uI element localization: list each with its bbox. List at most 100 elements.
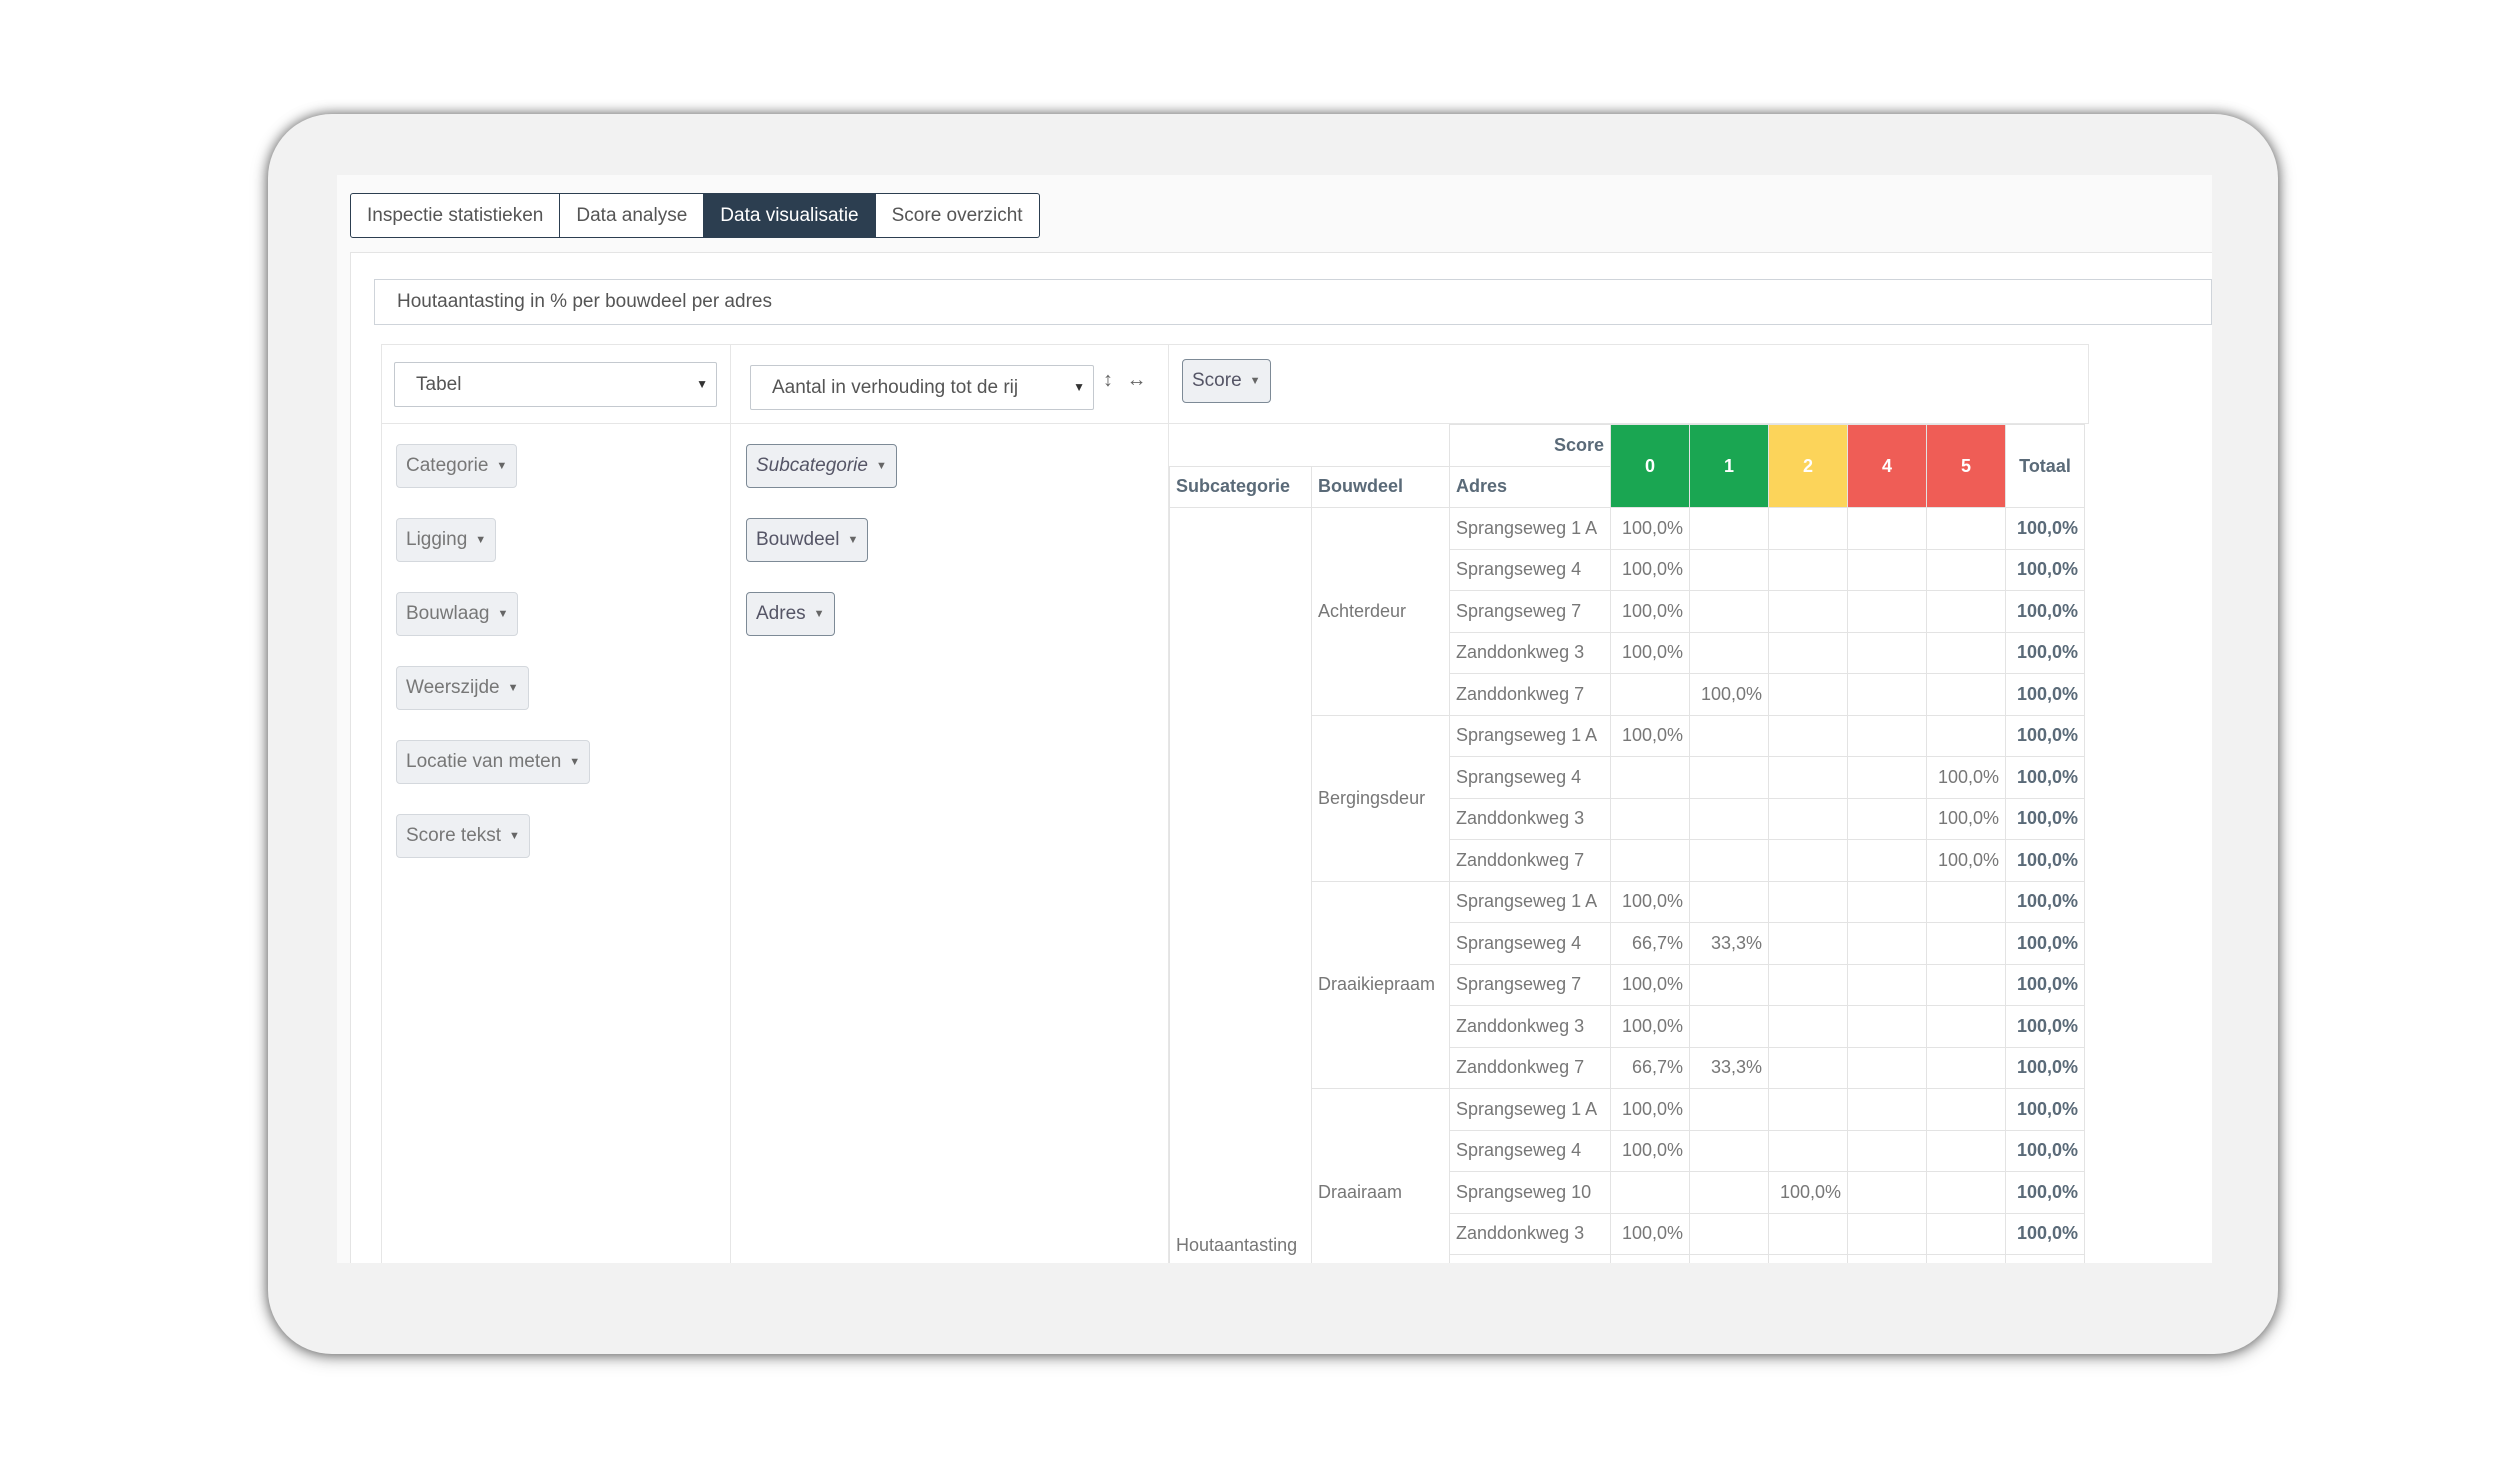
attr-dropdown-icon[interactable]: ▼ bbox=[847, 534, 859, 546]
row-total-cell[interactable]: 100,0% bbox=[2005, 548, 2085, 591]
tab-score-overzicht[interactable]: Score overzicht bbox=[875, 193, 1040, 238]
aggregator-select[interactable]: Aantal in verhouding tot de rij ▼ bbox=[750, 365, 1094, 410]
attr-score-tekst[interactable]: Score tekst ▼ bbox=[396, 814, 530, 858]
value-cell[interactable] bbox=[1926, 1254, 2006, 1263]
value-cell[interactable] bbox=[1847, 1171, 1927, 1214]
value-cell[interactable] bbox=[1768, 1254, 1848, 1263]
row-total-cell[interactable]: 100,0% bbox=[2005, 631, 2085, 674]
value-cell[interactable] bbox=[1847, 714, 1927, 757]
value-cell[interactable] bbox=[1689, 839, 1769, 882]
value-cell[interactable] bbox=[1847, 839, 1927, 882]
value-cell[interactable] bbox=[1768, 839, 1848, 882]
value-cell[interactable] bbox=[1768, 1129, 1848, 1172]
row-total-cell[interactable]: 100,0% bbox=[2005, 1088, 2085, 1131]
tab-data-analyse[interactable]: Data analyse bbox=[560, 193, 705, 238]
value-cell[interactable] bbox=[1847, 673, 1927, 716]
attr-dropdown-icon[interactable]: ▼ bbox=[509, 830, 520, 842]
value-cell[interactable] bbox=[1847, 1129, 1927, 1172]
attr-bouwdeel[interactable]: Bouwdeel ▼ bbox=[746, 518, 869, 562]
value-cell[interactable] bbox=[1610, 797, 1690, 840]
value-cell[interactable] bbox=[1768, 673, 1848, 716]
value-cell[interactable] bbox=[1610, 1171, 1690, 1214]
row-total-cell[interactable]: 100,0% bbox=[2005, 1005, 2085, 1048]
attr-dropdown-icon[interactable]: ▼ bbox=[475, 534, 487, 546]
score-header-2[interactable]: 2 bbox=[1768, 424, 1848, 508]
renderer-select[interactable]: Tabel ▼ bbox=[394, 362, 717, 407]
value-cell[interactable] bbox=[1689, 1005, 1769, 1048]
value-cell[interactable]: 100,0% bbox=[1610, 507, 1690, 550]
value-cell[interactable] bbox=[1768, 590, 1848, 633]
value-cell[interactable]: 100,0% bbox=[1926, 797, 2006, 840]
attr-dropdown-icon[interactable]: ▼ bbox=[497, 608, 509, 620]
row-total-cell[interactable] bbox=[2005, 1254, 2085, 1263]
value-cell[interactable] bbox=[1926, 631, 2006, 674]
value-cell[interactable]: 100,0% bbox=[1610, 1212, 1690, 1255]
value-cell[interactable] bbox=[1768, 1005, 1848, 1048]
value-cell[interactable] bbox=[1847, 1005, 1927, 1048]
row-total-cell[interactable]: 100,0% bbox=[2005, 590, 2085, 633]
value-cell[interactable] bbox=[1847, 1046, 1927, 1089]
value-cell[interactable] bbox=[1689, 1088, 1769, 1131]
value-cell[interactable] bbox=[1926, 1171, 2006, 1214]
value-cell[interactable] bbox=[1847, 880, 1927, 923]
value-cell[interactable] bbox=[1926, 922, 2006, 965]
value-cell[interactable] bbox=[1768, 756, 1848, 799]
value-cell[interactable] bbox=[1926, 714, 2006, 757]
value-cell[interactable]: 100,0% bbox=[1689, 673, 1769, 716]
value-cell[interactable] bbox=[1847, 797, 1927, 840]
value-cell[interactable] bbox=[1926, 1129, 2006, 1172]
attr-ligging[interactable]: Ligging ▼ bbox=[396, 518, 497, 562]
value-cell[interactable]: 100,0% bbox=[1610, 1088, 1690, 1131]
value-cell[interactable] bbox=[1768, 797, 1848, 840]
value-cell[interactable]: 100,0% bbox=[1610, 714, 1690, 757]
attr-adres[interactable]: Adres ▼ bbox=[746, 592, 835, 636]
value-cell[interactable]: 66,7% bbox=[1610, 922, 1690, 965]
value-cell[interactable] bbox=[1926, 507, 2006, 550]
value-cell[interactable] bbox=[1689, 963, 1769, 1006]
score-header-0[interactable]: 0 bbox=[1610, 424, 1690, 508]
attr-locatie-van-meten[interactable]: Locatie van meten ▼ bbox=[396, 740, 591, 784]
attr-dropdown-icon[interactable]: ▼ bbox=[496, 460, 508, 472]
value-cell[interactable] bbox=[1768, 1212, 1848, 1255]
value-cell[interactable] bbox=[1689, 1254, 1769, 1263]
value-cell[interactable] bbox=[1689, 548, 1769, 591]
attr-categorie[interactable]: Categorie ▼ bbox=[396, 444, 518, 488]
value-cell[interactable] bbox=[1689, 1212, 1769, 1255]
sort-order-arrows[interactable]: ↕ ↔ bbox=[1103, 369, 1151, 391]
value-cell[interactable] bbox=[1689, 756, 1769, 799]
score-header-1[interactable]: 1 bbox=[1689, 424, 1769, 508]
value-cell[interactable]: 100,0% bbox=[1610, 631, 1690, 674]
value-cell[interactable] bbox=[1768, 1088, 1848, 1131]
tab-inspectie-statistieken[interactable]: Inspectie statistieken bbox=[350, 193, 561, 238]
value-cell[interactable] bbox=[1768, 963, 1848, 1006]
row-total-cell[interactable]: 100,0% bbox=[2005, 507, 2085, 550]
value-cell[interactable] bbox=[1926, 1005, 2006, 1048]
value-cell[interactable] bbox=[1926, 590, 2006, 633]
row-total-cell[interactable]: 100,0% bbox=[2005, 963, 2085, 1006]
value-cell[interactable] bbox=[1689, 880, 1769, 923]
row-total-cell[interactable]: 100,0% bbox=[2005, 1171, 2085, 1214]
value-cell[interactable] bbox=[1768, 507, 1848, 550]
value-cell[interactable] bbox=[1847, 631, 1927, 674]
row-total-cell[interactable]: 100,0% bbox=[2005, 756, 2085, 799]
attr-dropdown-icon[interactable]: ▼ bbox=[1249, 375, 1261, 387]
value-cell[interactable] bbox=[1610, 839, 1690, 882]
attr-dropdown-icon[interactable]: ▼ bbox=[569, 756, 581, 768]
value-cell[interactable] bbox=[1926, 1046, 2006, 1089]
value-cell[interactable] bbox=[1610, 756, 1690, 799]
value-cell[interactable] bbox=[1847, 548, 1927, 591]
tab-data-visualisatie[interactable]: Data visualisatie bbox=[704, 193, 876, 238]
attr-subcategorie[interactable]: Subcategorie ▼ bbox=[746, 444, 897, 488]
value-cell[interactable] bbox=[1689, 1129, 1769, 1172]
attr-dropdown-icon[interactable]: ▼ bbox=[875, 460, 887, 472]
value-cell[interactable] bbox=[1689, 590, 1769, 633]
value-cell[interactable]: 33,3% bbox=[1689, 1046, 1769, 1089]
row-total-cell[interactable]: 100,0% bbox=[2005, 839, 2085, 882]
value-cell[interactable] bbox=[1926, 548, 2006, 591]
attr-dropdown-icon[interactable]: ▼ bbox=[507, 682, 519, 694]
value-cell[interactable]: 100,0% bbox=[1610, 880, 1690, 923]
value-cell[interactable]: 66,7% bbox=[1610, 1046, 1690, 1089]
value-cell[interactable] bbox=[1768, 548, 1848, 591]
value-cell[interactable] bbox=[1768, 631, 1848, 674]
value-cell[interactable]: 100,0% bbox=[1926, 756, 2006, 799]
